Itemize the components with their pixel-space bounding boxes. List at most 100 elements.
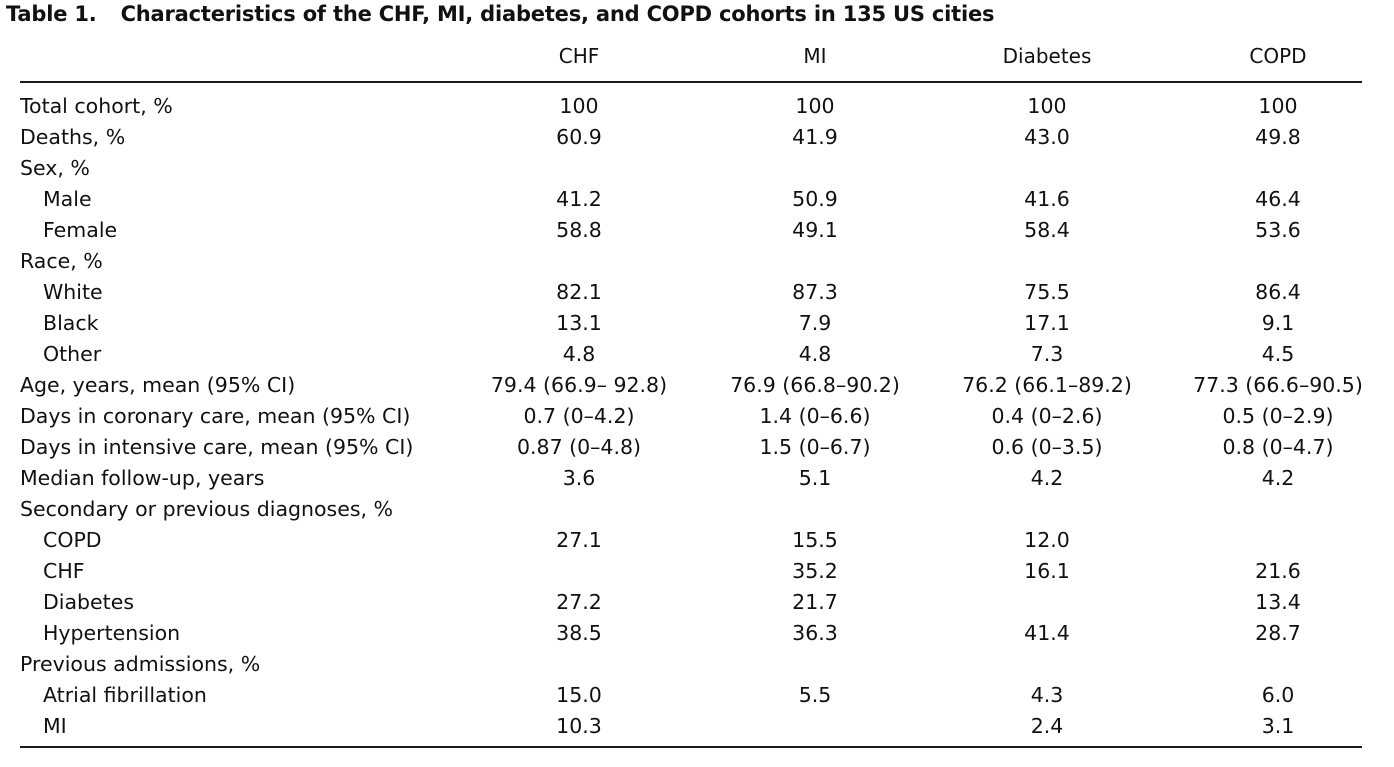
table-cell: 4.8 bbox=[562, 342, 596, 366]
table-row: Deaths, % 60.9 41.9 43.0 49.8 bbox=[0, 122, 1394, 153]
table-cell: 0.4 (0–2.6) bbox=[991, 404, 1103, 428]
table-cell: 7.9 bbox=[798, 311, 832, 335]
table-cell: 9.1 bbox=[1261, 311, 1295, 335]
table-row: CHF 35.2 16.1 21.6 bbox=[0, 556, 1394, 587]
column-header-copd: COPD bbox=[1249, 44, 1307, 68]
row-label: Diabetes bbox=[43, 590, 134, 614]
table-row: Median follow-up, years 3.6 5.1 4.2 4.2 bbox=[0, 463, 1394, 494]
table-cell: 41.6 bbox=[1024, 187, 1070, 211]
table-row: Age, years, mean (95% CI) 79.4 (66.9– 92.… bbox=[0, 370, 1394, 401]
table-cell: 0.5 (0–2.9) bbox=[1222, 404, 1334, 428]
table-cell: 58.4 bbox=[1024, 218, 1070, 242]
table-cell: 0.7 (0–4.2) bbox=[523, 404, 635, 428]
header-rule bbox=[20, 81, 1362, 83]
row-label: CHF bbox=[43, 559, 85, 583]
row-label: MI bbox=[43, 714, 67, 738]
table-cell: 0.6 (0–3.5) bbox=[991, 435, 1103, 459]
row-label: Male bbox=[43, 187, 92, 211]
table-cell: 77.3 (66.6–90.5) bbox=[1193, 373, 1363, 397]
row-label: Total cohort, % bbox=[20, 94, 173, 118]
table-cell: 100 bbox=[795, 94, 835, 118]
row-label: Deaths, % bbox=[20, 125, 126, 149]
table-row: MI 10.3 2.4 3.1 bbox=[0, 711, 1394, 742]
table-cell: 46.4 bbox=[1255, 187, 1301, 211]
row-label: Hypertension bbox=[43, 621, 181, 645]
table-row: White 82.1 87.3 75.5 86.4 bbox=[0, 277, 1394, 308]
table-cell: 87.3 bbox=[792, 280, 838, 304]
table-cell: 41.9 bbox=[792, 125, 838, 149]
table-cell: 49.1 bbox=[792, 218, 838, 242]
table-row: Sex, % bbox=[0, 153, 1394, 184]
table-title: Characteristics of the CHF, MI, diabetes… bbox=[120, 2, 995, 26]
table-cell: 12.0 bbox=[1024, 528, 1070, 552]
row-label: Days in coronary care, mean (95% CI) bbox=[20, 404, 411, 428]
table-row: Total cohort, % 100 100 100 100 bbox=[0, 91, 1394, 122]
row-label: COPD bbox=[43, 528, 102, 552]
table-cell: 21.6 bbox=[1255, 559, 1301, 583]
table-cell: 82.1 bbox=[556, 280, 602, 304]
table-row: Male 41.2 50.9 41.6 46.4 bbox=[0, 184, 1394, 215]
table-cell: 41.2 bbox=[556, 187, 602, 211]
table-cell: 5.5 bbox=[798, 683, 832, 707]
row-label: Previous admissions, % bbox=[20, 652, 261, 676]
table-cell: 1.5 (0–6.7) bbox=[759, 435, 871, 459]
table-row: Diabetes 27.2 21.7 13.4 bbox=[0, 587, 1394, 618]
table-cell: 35.2 bbox=[792, 559, 838, 583]
table-cell: 41.4 bbox=[1024, 621, 1070, 645]
row-label: Black bbox=[43, 311, 99, 335]
row-label: Median follow-up, years bbox=[20, 466, 265, 490]
table-cell: 3.1 bbox=[1261, 714, 1295, 738]
table-cell: 10.3 bbox=[556, 714, 602, 738]
table-cell: 27.1 bbox=[556, 528, 602, 552]
row-label: Other bbox=[43, 342, 102, 366]
table-row: Secondary or previous diagnoses, % bbox=[0, 494, 1394, 525]
column-header-chf: CHF bbox=[558, 44, 600, 68]
table-cell: 4.2 bbox=[1030, 466, 1064, 490]
table-cell: 27.2 bbox=[556, 590, 602, 614]
table-number: Table 1. bbox=[6, 2, 97, 26]
table-cell: 21.7 bbox=[792, 590, 838, 614]
table-caption: Table 1. Characteristics of the CHF, MI, … bbox=[6, 0, 995, 28]
table-cell: 43.0 bbox=[1024, 125, 1070, 149]
table-cell: 7.3 bbox=[1030, 342, 1064, 366]
table-row: Days in coronary care, mean (95% CI) 0.7 … bbox=[0, 401, 1394, 432]
table-cell: 100 bbox=[1258, 94, 1298, 118]
table-cell: 6.0 bbox=[1261, 683, 1295, 707]
row-label: Race, % bbox=[20, 249, 103, 273]
table-cell: 28.7 bbox=[1255, 621, 1301, 645]
table-cell: 58.8 bbox=[556, 218, 602, 242]
table-cell: 0.8 (0–4.7) bbox=[1222, 435, 1334, 459]
row-label: Days in intensive care, mean (95% CI) bbox=[20, 435, 414, 459]
table-row: Black 13.1 7.9 17.1 9.1 bbox=[0, 308, 1394, 339]
row-label: Sex, % bbox=[20, 156, 90, 180]
table-cell: 100 bbox=[1027, 94, 1067, 118]
column-header-diabetes: Diabetes bbox=[1002, 44, 1092, 68]
table-cell: 1.4 (0–6.6) bbox=[759, 404, 871, 428]
row-label: Age, years, mean (95% CI) bbox=[20, 373, 296, 397]
table-cell: 2.4 bbox=[1030, 714, 1064, 738]
table-cell: 38.5 bbox=[556, 621, 602, 645]
row-label: Secondary or previous diagnoses, % bbox=[20, 497, 394, 521]
table-cell: 17.1 bbox=[1024, 311, 1070, 335]
row-label: White bbox=[43, 280, 103, 304]
table-row: Days in intensive care, mean (95% CI) 0.8… bbox=[0, 432, 1394, 463]
table-cell: 15.5 bbox=[792, 528, 838, 552]
table-cell: 4.8 bbox=[798, 342, 832, 366]
table-cell: 0.87 (0–4.8) bbox=[516, 435, 642, 459]
table-cell: 3.6 bbox=[562, 466, 596, 490]
table-cell: 60.9 bbox=[556, 125, 602, 149]
bottom-rule bbox=[20, 746, 1362, 748]
row-label: Atrial fibrillation bbox=[43, 683, 207, 707]
table-cell: 4.2 bbox=[1261, 466, 1295, 490]
table-cell: 100 bbox=[559, 94, 599, 118]
table-cell: 75.5 bbox=[1024, 280, 1070, 304]
table-cell: 15.0 bbox=[556, 683, 602, 707]
table-cell: 49.8 bbox=[1255, 125, 1301, 149]
table-row: COPD 27.1 15.5 12.0 bbox=[0, 525, 1394, 556]
table-row: Female 58.8 49.1 58.4 53.6 bbox=[0, 215, 1394, 246]
column-header-mi: MI bbox=[803, 44, 827, 68]
table-cell: 53.6 bbox=[1255, 218, 1301, 242]
table-row: Other 4.8 4.8 7.3 4.5 bbox=[0, 339, 1394, 370]
table-cell: 76.2 (66.1–89.2) bbox=[962, 373, 1132, 397]
table-cell: 16.1 bbox=[1024, 559, 1070, 583]
